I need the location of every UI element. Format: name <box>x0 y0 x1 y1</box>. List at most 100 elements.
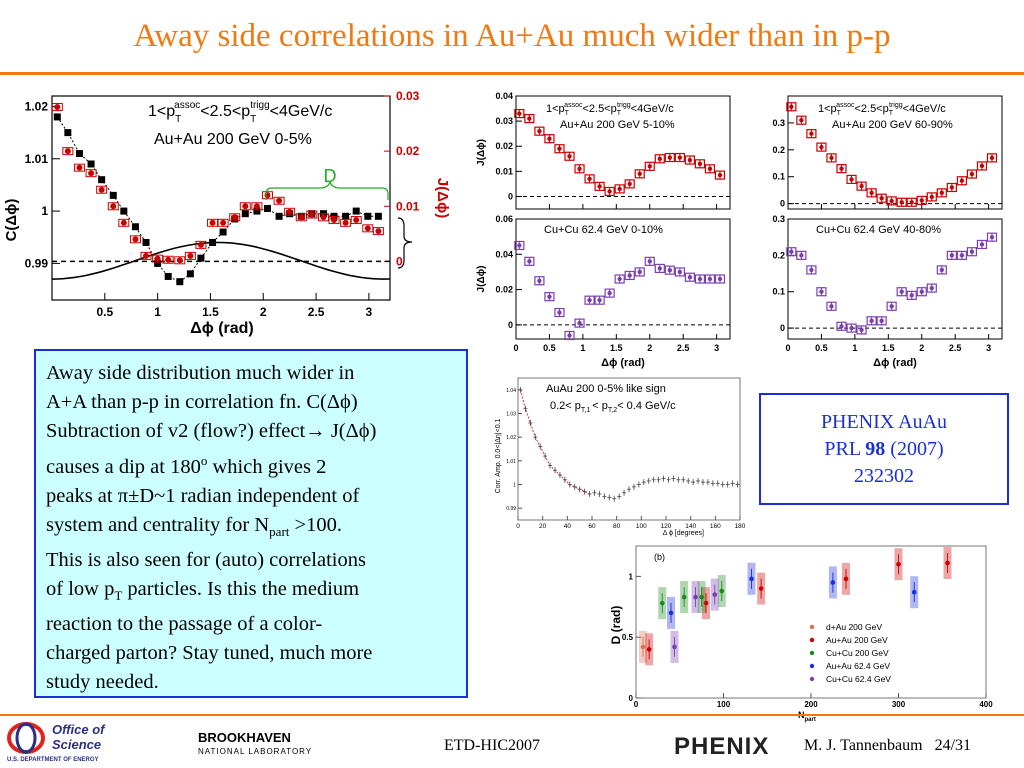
grid-errorbox <box>634 169 645 179</box>
grid-errorbox <box>554 144 565 154</box>
footer-rule <box>0 714 1024 716</box>
grid-point <box>979 242 985 247</box>
grid-errorbox <box>876 316 887 326</box>
grid-errorbox <box>624 179 635 189</box>
grid-point <box>939 267 945 273</box>
npart-legend-marker <box>809 676 815 682</box>
grid-point <box>647 259 652 264</box>
grid-ylabel: J(Δϕ) <box>476 266 487 293</box>
grid-errorbox <box>896 197 907 207</box>
main-c-point <box>186 270 194 278</box>
grid-errorbox <box>574 318 585 328</box>
main-j-point <box>231 214 238 221</box>
npart-legend-marker <box>809 663 815 669</box>
auto-y-tick-label: 1 <box>513 483 516 489</box>
grid-x-tick-label: 1 <box>580 343 585 353</box>
grid-point <box>829 155 834 161</box>
grid-y-tick-label: 0.02 <box>495 141 513 151</box>
grid-errorbox <box>946 250 957 260</box>
grid-x-tick-label: 2 <box>919 343 924 353</box>
grid-panel-kinematics: 1<pTassoc<2.5<pTtrigg<4GeV/c <box>818 102 946 117</box>
main-c-point <box>374 212 382 220</box>
grid-point <box>627 273 632 278</box>
main-y-tick-label-left: 1.02 <box>25 99 49 113</box>
grid-point <box>517 243 522 248</box>
main-ylabel-right: J(Δϕ) <box>434 178 451 218</box>
grid-point <box>597 297 602 303</box>
grid-point <box>869 318 874 324</box>
grid-point <box>919 289 924 294</box>
auto-chart: 1.04 1.03 1.02 1.01 1 0.99 0 20 40 60 80 100 120 140 1… <box>495 377 746 537</box>
auto-x-tick-label: 20 <box>539 523 547 530</box>
auto-label2: 0.2< pT,1 < pT,2< 0.4 GeV/c <box>550 400 676 414</box>
reference-box: PHENIX AuAu PRL 98 (2007) 232302 <box>759 393 1009 505</box>
main-j-errorbox <box>284 207 296 216</box>
grid-y-tick-label: 0.2 <box>772 145 785 155</box>
npart-point <box>681 594 687 600</box>
grid-point <box>899 200 904 205</box>
grid-point <box>819 289 824 294</box>
main-j-point <box>320 214 327 221</box>
main-j-errorbox <box>239 202 251 211</box>
main-x-tick-label: 3 <box>366 305 373 319</box>
main-j-errorbox <box>251 202 263 211</box>
grid-errorbox <box>674 152 685 163</box>
grid-point <box>889 198 894 204</box>
main-j-errorbox <box>129 235 141 244</box>
main-j-point <box>242 203 249 210</box>
grid-point <box>799 253 804 258</box>
grid-y-tick-label: 0.04 <box>495 249 513 259</box>
grid-point <box>577 320 582 326</box>
main-y-tick-label-right: 0.01 <box>396 199 420 213</box>
grid-point <box>949 253 955 258</box>
grid-errorbox <box>926 192 937 202</box>
grid-errorbox <box>816 142 827 152</box>
main-ylabel-left: C(Δϕ) <box>3 199 20 242</box>
main-c-point <box>109 191 117 199</box>
main-j-errorbox <box>317 213 329 222</box>
main-c-point <box>263 204 271 212</box>
grid-panel-system: Cu+Cu 62.4 GeV 40-80% <box>816 224 941 236</box>
grid-point <box>527 116 532 121</box>
main-j-errorbox <box>295 213 307 222</box>
grid-errorbox <box>796 250 807 260</box>
npart-point <box>896 561 901 567</box>
grid-errorbox <box>714 274 726 284</box>
slide-title: Away side correlations in Au+Au much wid… <box>133 18 891 54</box>
main-x-tick-label: 1.5 <box>202 305 219 319</box>
main-j-point <box>264 192 271 199</box>
grid-errorbox <box>614 274 625 284</box>
main-c-point <box>176 278 184 286</box>
grid-point <box>789 104 794 109</box>
grid-errorbox <box>836 321 847 331</box>
grid-errorbox <box>524 256 535 266</box>
main-j-errorbox <box>174 256 186 265</box>
grid-y-tick-label: 0.3 <box>772 118 785 128</box>
grid-x-tick-label: 2.5 <box>949 343 962 353</box>
grid-errorbox <box>704 164 716 174</box>
grid-errorbox <box>816 287 827 297</box>
grid-point <box>879 196 884 201</box>
main-j-point <box>120 219 127 226</box>
grid-y-tick-label: 0 <box>508 191 513 201</box>
main-c-point <box>364 212 372 220</box>
npart-point <box>945 560 950 566</box>
main-j-errorbox <box>207 218 219 227</box>
main-c-point <box>164 272 172 280</box>
main-c-point <box>98 176 106 184</box>
grid-errorbox <box>664 265 675 275</box>
main-j-errorbox <box>261 191 273 200</box>
doe-logo-mark <box>7 722 45 754</box>
grid-errorbox <box>786 102 797 112</box>
grid-x-tick-label: 0 <box>513 343 518 353</box>
grid-point <box>537 278 542 283</box>
main-c-point <box>87 160 95 168</box>
grid-panel-kinematics: 1<pTassoc<2.5<pTtrigg<4GeV/c <box>546 102 674 117</box>
main-j-errorbox <box>85 169 97 178</box>
grid-errorbox <box>594 181 605 192</box>
explanation-line-2: A+A than p-p in correlation fn. C(Δϕ) <box>46 391 358 413</box>
explanation-line-5: peaks at π±D~1 radian independent of <box>46 484 360 507</box>
main-y-tick-label-left: 1.01 <box>25 152 49 166</box>
grid-errorbox <box>634 267 645 277</box>
grid-errorbox <box>524 114 535 124</box>
